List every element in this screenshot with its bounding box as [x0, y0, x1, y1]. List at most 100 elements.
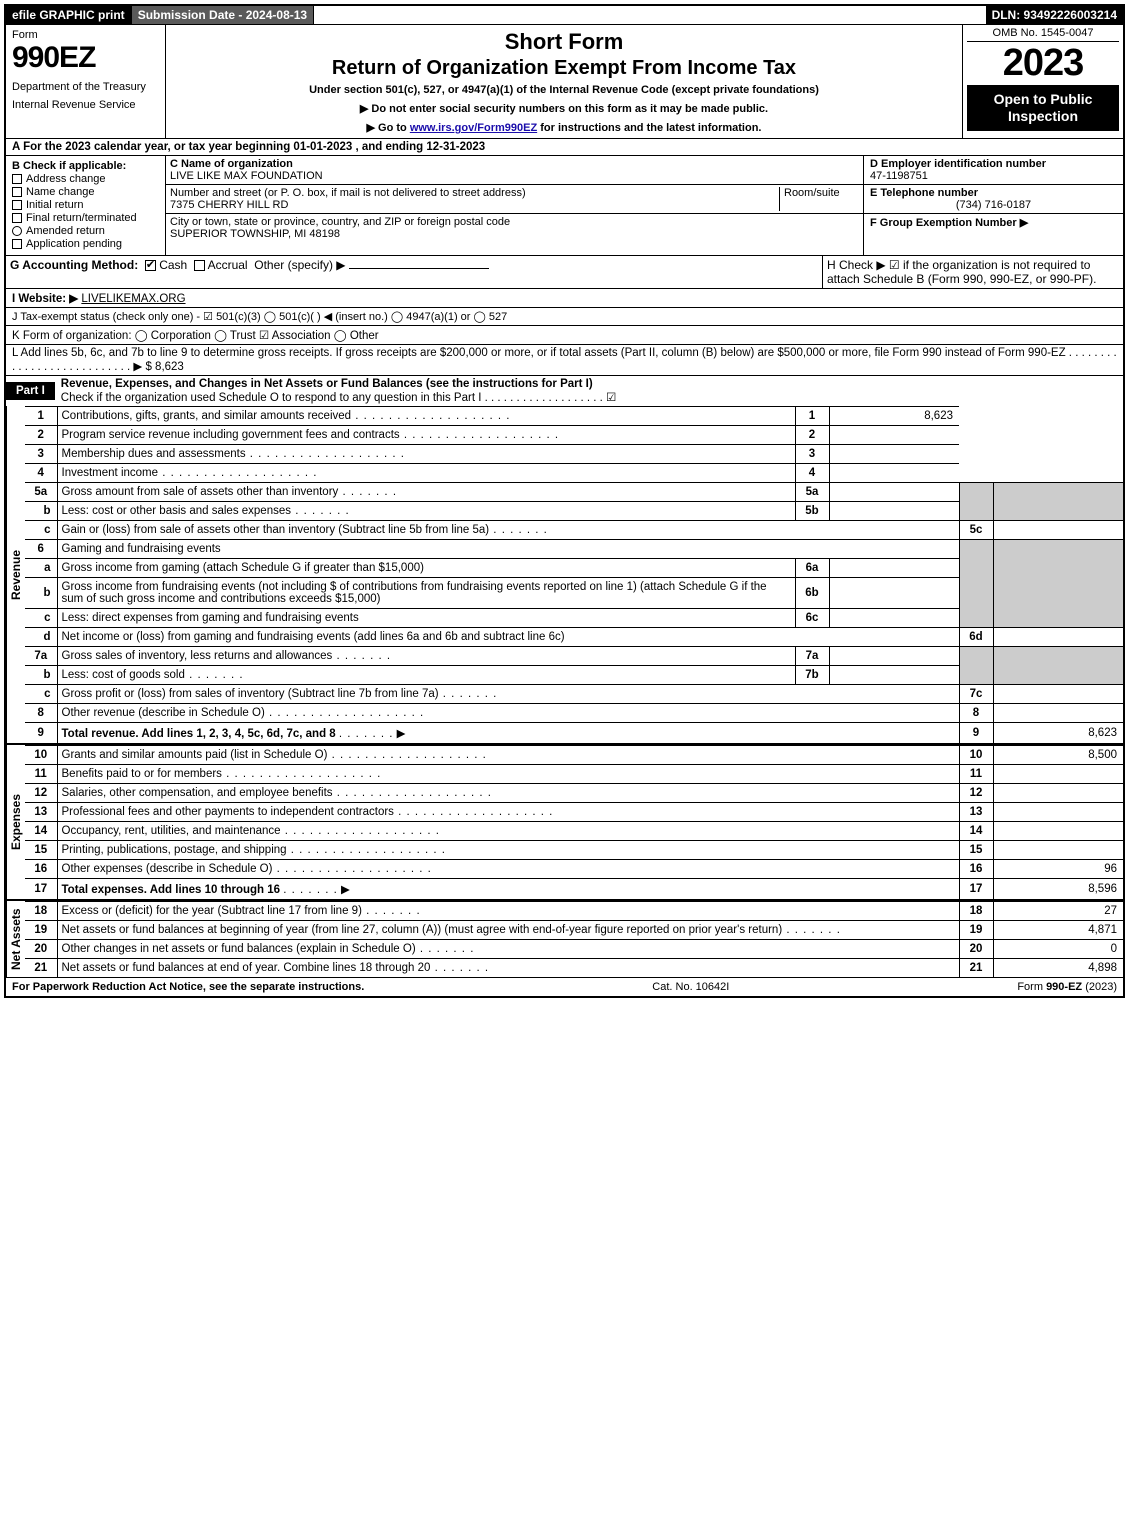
submission-date: Submission Date - 2024-08-13 [132, 6, 314, 24]
efile-label: efile GRAPHIC print [6, 6, 132, 24]
part1-tag: Part I [6, 382, 55, 400]
l4-val [829, 464, 959, 483]
cb-name-change[interactable] [12, 187, 22, 197]
l2-val [829, 426, 959, 445]
title-short-form: Short Form [174, 29, 954, 55]
irs-label: Internal Revenue Service [12, 99, 159, 111]
e-lbl: E Telephone number [870, 187, 1117, 199]
l2-desc: Program service revenue including govern… [57, 426, 795, 445]
l8-desc: Other revenue (describe in Schedule O) [57, 704, 959, 723]
i-val: LIVELIKEMAX.ORG [81, 293, 185, 305]
header-right: OMB No. 1545-0047 2023 Open to Public In… [963, 25, 1123, 138]
l7a-desc: Gross sales of inventory, less returns a… [57, 647, 795, 666]
cb-accrual[interactable] [194, 260, 205, 271]
l6a-desc: Gross income from gaming (attach Schedul… [57, 559, 795, 578]
section-k: K Form of organization: ◯ Corporation ◯ … [6, 325, 1123, 344]
l10-val: 8,500 [993, 746, 1123, 765]
block-c: C Name of organization LIVE LIKE MAX FOU… [166, 156, 863, 255]
revenue-vlabel: Revenue [6, 406, 25, 743]
l13-desc: Professional fees and other payments to … [57, 803, 959, 822]
form-number: 990EZ [12, 41, 159, 75]
note-ssn: ▶ Do not enter social security numbers o… [174, 102, 954, 115]
cb-address-change[interactable] [12, 174, 22, 184]
l15-val [993, 841, 1123, 860]
open-inspection: Open to Public Inspection [967, 85, 1119, 131]
revenue-table: 1Contributions, gifts, grants, and simil… [25, 406, 1123, 743]
l12-desc: Salaries, other compensation, and employ… [57, 784, 959, 803]
l18-val: 27 [993, 902, 1123, 921]
l5c-val [993, 521, 1123, 540]
section-bcdef: B Check if applicable: Address change Na… [6, 155, 1123, 255]
cb-final-return[interactable] [12, 213, 22, 223]
section-l: L Add lines 5b, 6c, and 7b to line 9 to … [6, 344, 1123, 375]
irs-link[interactable]: www.irs.gov/Form990EZ [410, 122, 537, 134]
section-a: A For the 2023 calendar year, or tax yea… [6, 138, 1123, 155]
netassets-block: Net Assets 18Excess or (deficit) for the… [6, 899, 1123, 977]
g-other: Other (specify) ▶ [254, 258, 345, 272]
l5b-desc: Less: cost or other basis and sales expe… [62, 505, 350, 517]
l21-desc: Net assets or fund balances at end of ye… [57, 959, 959, 978]
note-link: ▶ Go to www.irs.gov/Form990EZ for instru… [174, 121, 954, 134]
l14-val [993, 822, 1123, 841]
l7b-desc: Less: cost of goods sold [57, 666, 795, 685]
g-accrual: Accrual [208, 258, 248, 272]
l6d-desc: Net income or (loss) from gaming and fun… [57, 628, 959, 647]
c-name-lbl: C Name of organization [170, 158, 859, 170]
l13-val [993, 803, 1123, 822]
l11-desc: Benefits paid to or for members [57, 765, 959, 784]
l19-desc: Net assets or fund balances at beginning… [57, 921, 959, 940]
under-section: Under section 501(c), 527, or 4947(a)(1)… [174, 84, 954, 96]
net-vlabel: Net Assets [6, 901, 25, 977]
c-street-lbl: Number and street (or P. O. box, if mail… [170, 187, 779, 199]
l6c-desc: Less: direct expenses from gaming and fu… [57, 609, 795, 628]
footer: For Paperwork Reduction Act Notice, see … [6, 977, 1123, 996]
block-def: D Employer identification number 47-1198… [863, 156, 1123, 255]
part1-title: Revenue, Expenses, and Changes in Net As… [55, 376, 1123, 406]
cb-amended-return[interactable] [12, 226, 22, 236]
cb-final-return-lbl: Final return/terminated [26, 212, 137, 224]
c-city: SUPERIOR TOWNSHIP, MI 48198 [170, 228, 510, 240]
l4-desc: Investment income [57, 464, 795, 483]
l5c-desc: Gain or (loss) from sale of assets other… [57, 521, 959, 540]
cb-cash[interactable] [145, 260, 156, 271]
form-container: efile GRAPHIC print Submission Date - 20… [4, 4, 1125, 998]
l9-val: 8,623 [993, 723, 1123, 744]
l3-val [829, 445, 959, 464]
expenses-table: 10Grants and similar amounts paid (list … [25, 745, 1123, 899]
l12-val [993, 784, 1123, 803]
cb-initial-return-lbl: Initial return [26, 199, 83, 211]
omb-number: OMB No. 1545-0047 [967, 27, 1119, 42]
dln-label: DLN: 93492226003214 [986, 6, 1123, 24]
expenses-vlabel: Expenses [6, 745, 25, 899]
g-lbl: G Accounting Method: [10, 258, 138, 272]
cb-application-pending-lbl: Application pending [26, 238, 122, 250]
cb-initial-return[interactable] [12, 200, 22, 210]
l14-desc: Occupancy, rent, utilities, and maintena… [57, 822, 959, 841]
form-header: Form 990EZ Department of the Treasury In… [6, 24, 1123, 138]
title-return: Return of Organization Exempt From Incom… [174, 57, 954, 80]
d-val: 47-1198751 [870, 170, 1117, 182]
top-bar: efile GRAPHIC print Submission Date - 20… [6, 6, 1123, 24]
c-room-lbl: Room/suite [779, 187, 859, 211]
note-link-post: for instructions and the latest informat… [537, 122, 761, 134]
header-left: Form 990EZ Department of the Treasury In… [6, 25, 166, 138]
l7c-desc: Gross profit or (loss) from sales of inv… [57, 685, 959, 704]
footer-mid: Cat. No. 10642I [652, 981, 729, 993]
l5a-desc: Gross amount from sale of assets other t… [62, 486, 398, 498]
section-i: I Website: ▶ LIVELIKEMAX.ORG [6, 288, 1123, 307]
l11-val [993, 765, 1123, 784]
revenue-block: Revenue 1Contributions, gifts, grants, a… [6, 406, 1123, 743]
note-link-pre: ▶ Go to [367, 122, 410, 134]
part1-check: Check if the organization used Schedule … [61, 392, 617, 404]
b-label: B Check if applicable: [12, 160, 159, 172]
header-mid: Short Form Return of Organization Exempt… [166, 25, 963, 138]
g-cash: Cash [159, 258, 187, 272]
l21-val: 4,898 [993, 959, 1123, 978]
footer-left: For Paperwork Reduction Act Notice, see … [12, 981, 364, 993]
form-label: Form [12, 29, 159, 41]
l18-desc: Excess or (deficit) for the year (Subtra… [57, 902, 959, 921]
cb-application-pending[interactable] [12, 239, 22, 249]
h-text: H Check ▶ ☑ if the organization is not r… [823, 256, 1123, 288]
part1-title-text: Revenue, Expenses, and Changes in Net As… [61, 378, 593, 390]
l1-desc: Contributions, gifts, grants, and simila… [57, 407, 795, 426]
